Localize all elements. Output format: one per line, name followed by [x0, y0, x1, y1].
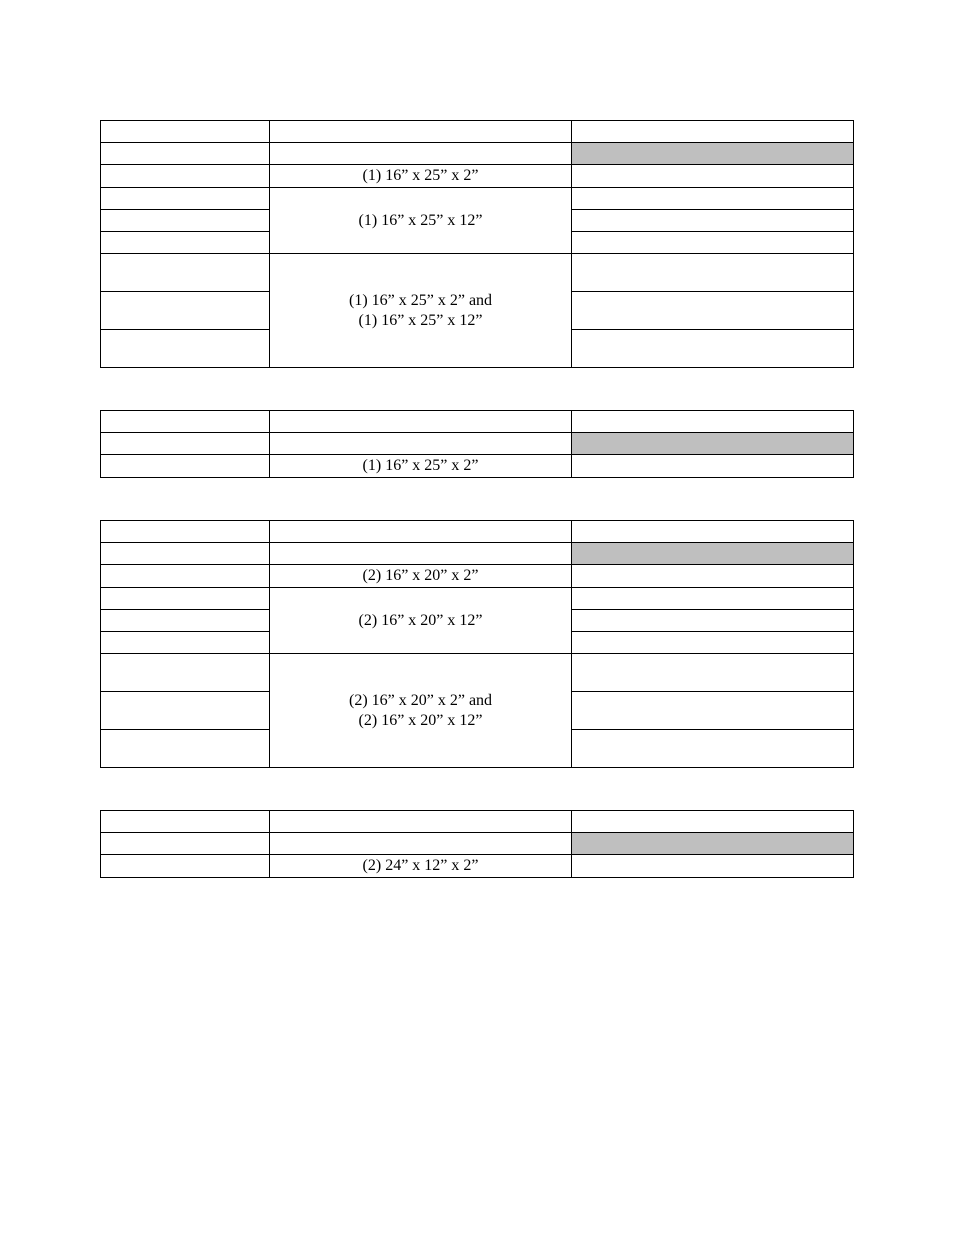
table-row [101, 411, 854, 433]
cell [571, 610, 853, 632]
table-4: (2) 24” x 12” x 2” [100, 810, 854, 878]
cell [270, 411, 571, 433]
cell [101, 833, 270, 855]
cell [571, 210, 853, 232]
table-row [101, 121, 854, 143]
cell [571, 565, 853, 588]
cell [571, 811, 853, 833]
cell [571, 730, 853, 768]
table-row [101, 811, 854, 833]
table-row: (1) 16” x 25” x 2” [101, 165, 854, 188]
cell: (2) 16” x 20” x 2” [270, 565, 571, 588]
cell [571, 232, 853, 254]
table-row: (1) 16” x 25” x 2” and(1) 16” x 25” x 12… [101, 254, 854, 292]
table-row: (2) 16” x 20” x 2” [101, 565, 854, 588]
cell [101, 811, 270, 833]
cell [101, 521, 270, 543]
cell [101, 143, 270, 165]
cell [101, 588, 270, 610]
cell [101, 610, 270, 632]
cell: (1) 16” x 25” x 2” [270, 455, 571, 478]
cell [270, 143, 571, 165]
cell [101, 330, 270, 368]
cell [571, 521, 853, 543]
cell-shaded [571, 833, 853, 855]
table-row [101, 543, 854, 565]
cell [101, 210, 270, 232]
table-2: (1) 16” x 25” x 2” [100, 410, 854, 478]
cell [571, 254, 853, 292]
cell [101, 455, 270, 478]
cell [270, 811, 571, 833]
cell [101, 543, 270, 565]
table-row: (2) 16” x 20” x 2” and(2) 16” x 20” x 12… [101, 654, 854, 692]
cell [571, 330, 853, 368]
table-row: (1) 16” x 25” x 12” [101, 188, 854, 210]
cell [571, 692, 853, 730]
cell: (2) 24” x 12” x 2” [270, 855, 571, 878]
cell: (2) 16” x 20” x 12” [270, 588, 571, 654]
cell [101, 632, 270, 654]
cell [101, 654, 270, 692]
table-3: (2) 16” x 20” x 2” (2) 16” x 20” x 12” (… [100, 520, 854, 768]
cell [270, 543, 571, 565]
cell [101, 232, 270, 254]
cell [101, 165, 270, 188]
cell [571, 632, 853, 654]
table-row [101, 143, 854, 165]
cell [270, 433, 571, 455]
cell [571, 455, 853, 478]
table-row: (2) 24” x 12” x 2” [101, 855, 854, 878]
cell: (1) 16” x 25” x 2” [270, 165, 571, 188]
cell [101, 411, 270, 433]
cell [270, 121, 571, 143]
cell [571, 855, 853, 878]
cell: (1) 16” x 25” x 12” [270, 188, 571, 254]
cell [101, 730, 270, 768]
cell-shaded [571, 433, 853, 455]
table-row [101, 521, 854, 543]
cell [101, 692, 270, 730]
cell [101, 565, 270, 588]
table-row [101, 833, 854, 855]
cell: (1) 16” x 25” x 2” and(1) 16” x 25” x 12… [270, 254, 571, 368]
table-row: (1) 16” x 25” x 2” [101, 455, 854, 478]
table-row: (2) 16” x 20” x 12” [101, 588, 854, 610]
cell [571, 588, 853, 610]
cell [571, 654, 853, 692]
cell [101, 254, 270, 292]
cell [571, 292, 853, 330]
cell [101, 292, 270, 330]
table-1: (1) 16” x 25” x 2” (1) 16” x 25” x 12” (… [100, 120, 854, 368]
cell: (2) 16” x 20” x 2” and(2) 16” x 20” x 12… [270, 654, 571, 768]
page: (1) 16” x 25” x 2” (1) 16” x 25” x 12” (… [0, 0, 954, 980]
cell [571, 188, 853, 210]
cell [101, 433, 270, 455]
cell-shaded [571, 543, 853, 565]
cell [270, 521, 571, 543]
cell [571, 165, 853, 188]
cell [101, 188, 270, 210]
cell [571, 121, 853, 143]
cell [101, 121, 270, 143]
table-row [101, 433, 854, 455]
cell-shaded [571, 143, 853, 165]
cell [101, 855, 270, 878]
cell [571, 411, 853, 433]
cell [270, 833, 571, 855]
